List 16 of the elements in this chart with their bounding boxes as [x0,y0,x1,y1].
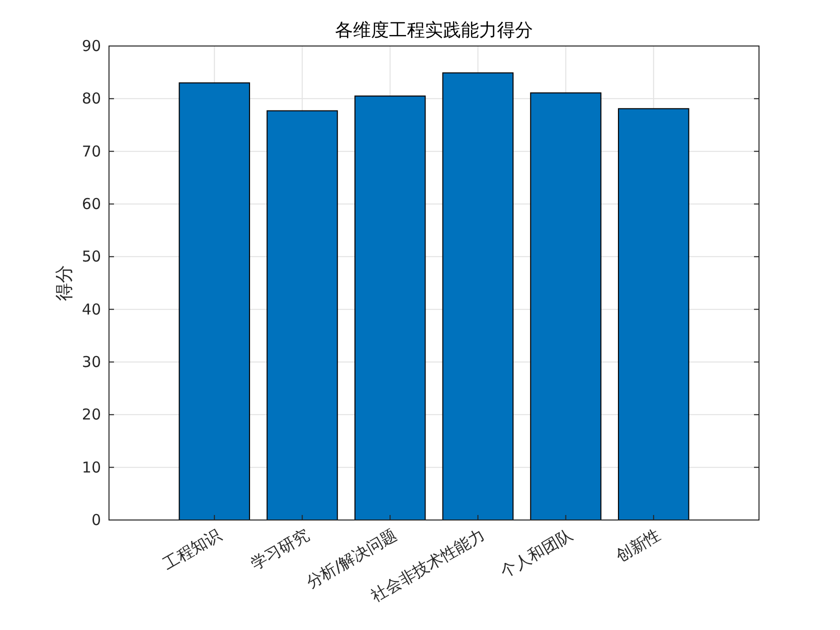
x-tick-label: 工程知识 [159,525,224,574]
y-tick-label: 80 [82,90,101,108]
x-tick-label: 个人和团队 [496,525,576,582]
y-tick-label: 50 [82,248,101,266]
x-tick-label: 学习研究 [247,525,312,574]
y-tick-label: 40 [82,300,101,318]
x-tick-label: 创新性 [612,525,664,566]
y-tick-label: 10 [82,458,101,476]
y-tick-label: 90 [82,37,101,55]
chart-title: 各维度工程实践能力得分 [335,20,533,41]
y-tick-label: 30 [82,353,101,371]
y-axis-title: 得分 [54,265,75,301]
y-tick-label: 60 [82,195,101,213]
y-tick-label: 70 [82,142,101,160]
y-tick-label: 0 [91,511,101,529]
y-tick-label: 20 [82,406,101,424]
